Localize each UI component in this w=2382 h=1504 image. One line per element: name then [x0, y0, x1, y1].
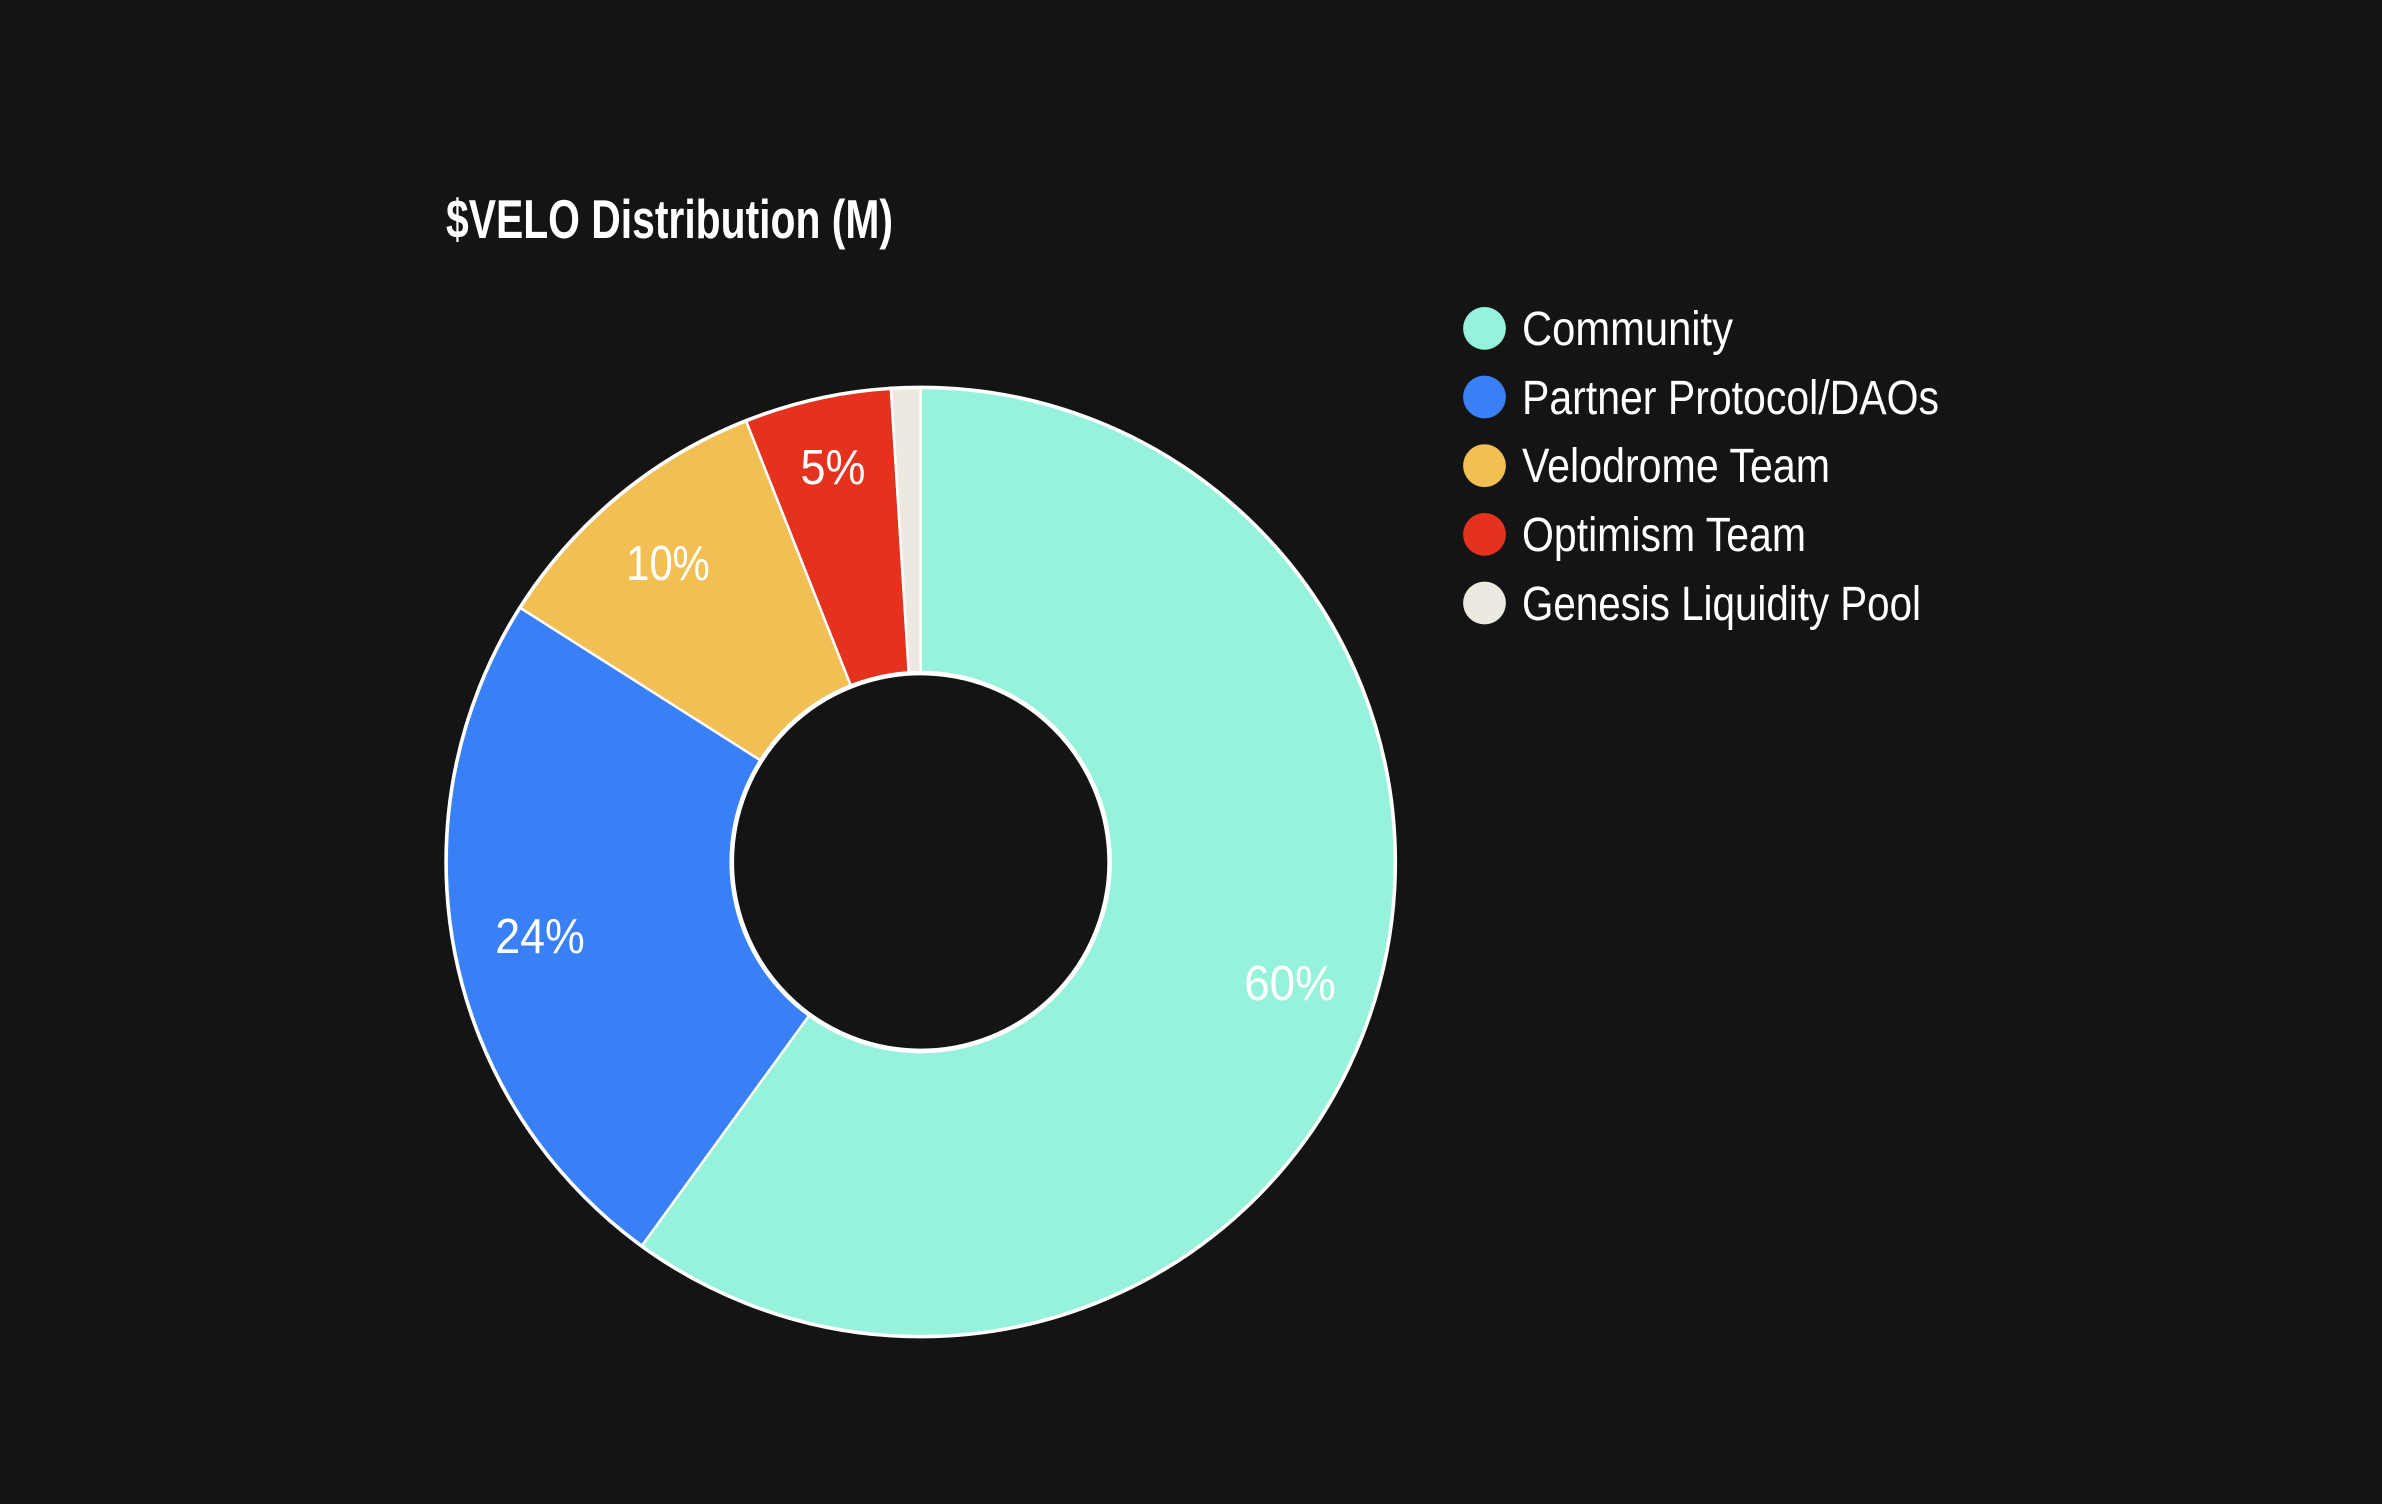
svg-text:10%: 10%	[626, 537, 710, 591]
svg-text:Velodrome Team: Velodrome Team	[1522, 440, 1830, 493]
svg-text:$VELO Distribution (M): $VELO Distribution (M)	[446, 188, 893, 250]
svg-text:Genesis Liquidity Pool: Genesis Liquidity Pool	[1522, 578, 1921, 631]
svg-text:Community: Community	[1522, 303, 1733, 356]
svg-text:24%: 24%	[495, 910, 585, 964]
svg-text:60%: 60%	[1244, 957, 1336, 1011]
svg-text:5%: 5%	[801, 441, 866, 495]
svg-text:Optimism Team: Optimism Team	[1522, 509, 1806, 562]
svg-text:Partner Protocol/DAOs: Partner Protocol/DAOs	[1522, 372, 1939, 425]
